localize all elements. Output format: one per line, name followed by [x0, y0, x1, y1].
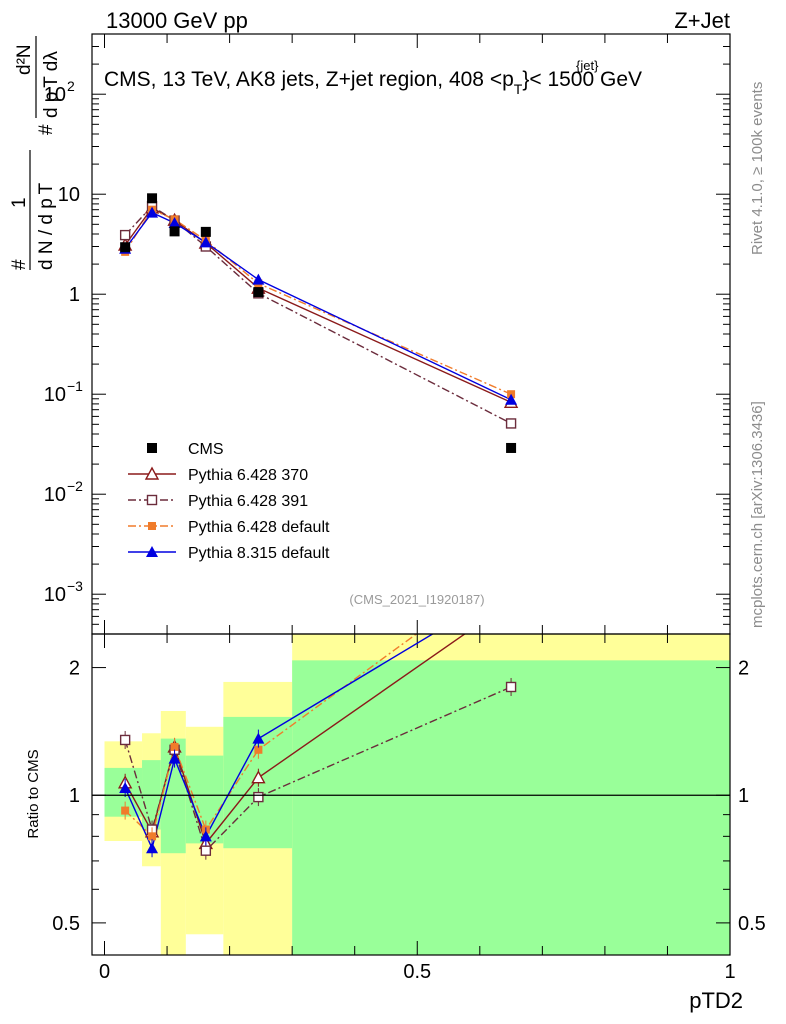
ratio-point-pythia-6-428-391 — [253, 791, 264, 803]
mcplots-credit-label: mcplots.cern.ch [arXiv:1306.3436] — [749, 401, 766, 628]
main-point-cms — [120, 242, 131, 253]
x-tick-label-0: 0 — [99, 961, 110, 983]
ratio-point-pythia-6-428-370 — [251, 770, 266, 784]
ratio-y-tick-label-left-0: 2 — [69, 658, 80, 680]
main-series-markers — [117, 193, 519, 453]
main-point-cms — [200, 226, 211, 237]
ratio-point-pythia-6-428-391 — [505, 681, 517, 693]
main-series-lines — [124, 205, 512, 425]
green-band-5 — [292, 660, 730, 955]
legend-label-pythia-6-428-391: Pythia 6.428 391 — [188, 493, 308, 510]
main-y-tick-label-4: 10 — [44, 484, 66, 506]
ylabel-hash-1: # — [9, 259, 30, 270]
ratio-point-pythia-6-428-391 — [200, 845, 212, 856]
ratio-point-pythia-6-428-default — [254, 745, 263, 754]
main-point-pythia-6-428-391 — [505, 418, 517, 429]
legend-marker-pythia-6-428-391 — [146, 494, 158, 506]
ratio-point-pythia-6-428-default — [170, 742, 179, 751]
legend: CMS Pythia 6.428 370 Pythia 6.428 391 Pythi… — [128, 441, 330, 562]
ratio-y-tick-label-right-1: 1 — [738, 785, 749, 807]
legend-label-pythia-6-428-default: Pythia 6.428 default — [188, 519, 330, 536]
main-y-tick-label-2: 1 — [69, 284, 80, 306]
ratio-y-tick-label-right-2: 0.5 — [738, 913, 766, 935]
main-point-cms — [169, 226, 180, 237]
legend-marker-cms — [147, 443, 157, 453]
ratio-y-tick-label-left-1: 1 — [69, 785, 80, 807]
main-panel-frame — [91, 33, 731, 635]
main-point-cms — [506, 442, 517, 453]
x-axis-label: pTD2 — [689, 988, 743, 1013]
ratio-point-pythia-8-315-default — [199, 830, 212, 842]
main-y-tick-label-3: 10 — [44, 384, 66, 406]
x-tick-label-2: 1 — [724, 961, 735, 983]
main-y-tick-exponent-3: −1 — [67, 378, 83, 394]
ratio-y-tick-label-left-2: 0.5 — [52, 913, 80, 935]
main-point-pythia-8-315-default — [252, 273, 265, 285]
ratio-point-pythia-8-315-default — [119, 782, 132, 794]
main-point-pythia-8-315-default — [505, 393, 518, 405]
ratio-point-pythia-6-428-default — [121, 806, 130, 815]
legend-marker-pythia-6-428-default — [148, 522, 156, 530]
main-point-pythia-8-315-default — [168, 217, 181, 229]
main-line-pythia-8-315-default — [124, 211, 512, 401]
title-end-text: }< 1500 GeV — [522, 68, 642, 91]
main-point-pythia-8-315-default — [199, 236, 212, 248]
ylabel-inverse-denominator: d N / d p T — [36, 182, 57, 270]
title-main-text: CMS, 13 TeV, AK8 jets, Z+jet region, 408… — [104, 68, 514, 91]
ratio-series-markers — [117, 677, 517, 860]
ratio-point-pythia-8-315-default — [168, 752, 181, 764]
title-subscript: T — [514, 81, 523, 97]
uncertainty-bands — [104, 634, 730, 955]
main-point-pythia-6-428-391 — [119, 229, 131, 241]
main-point-pythia-8-315-default — [146, 206, 159, 218]
main-y-tick-exponent-4: −2 — [67, 478, 83, 494]
ylabel-numerator: d²N — [14, 44, 35, 75]
main-y-tick-label-1: 10 — [58, 184, 80, 206]
ratio-point-pythia-8-315-default — [252, 732, 265, 744]
ratio-point-pythia-6-428-391 — [119, 734, 131, 746]
main-line-pythia-6-428-default — [124, 208, 512, 395]
legend-label-pythia-8-315-default: Pythia 8.315 default — [188, 545, 330, 562]
main-point-cms — [253, 287, 264, 298]
ratio-point-pythia-6-428-default — [148, 832, 157, 841]
x-tick-label-1: 0.5 — [403, 961, 431, 983]
main-y-tick-exponent-5: −3 — [67, 578, 83, 594]
main-y-tick-label-0: 10 — [44, 84, 66, 106]
ylabel-inverse-numerator: 1 — [9, 197, 30, 208]
header-energy-label: 13000 GeV pp — [106, 8, 248, 33]
ratio-y-tick-label-right-0: 2 — [738, 658, 749, 680]
header-process-label: Z+Jet — [674, 8, 730, 33]
main-point-cms — [147, 193, 158, 204]
ratio-line-pythia-6-428-391 — [124, 686, 512, 853]
ylabel-denominator: d p T dλ — [41, 51, 62, 118]
ratio-point-pythia-8-315-default — [146, 842, 159, 854]
legend-label-pythia-6-428-370: Pythia 6.428 370 — [188, 467, 308, 484]
title-superscript: {jet} — [576, 58, 599, 73]
rivet-version-label: Rivet 4.1.0, ≥ 100k events — [749, 82, 766, 255]
legend-marker-pythia-6-428-370 — [144, 466, 160, 480]
legend-label-cms: CMS — [188, 441, 224, 458]
main-line-pythia-6-428-370 — [124, 206, 512, 403]
ratio-line-pythia-8-315-default — [124, 634, 434, 851]
analysis-tag: (CMS_2021_I1920187) — [349, 592, 484, 607]
ylabel-hash-2: # — [36, 124, 57, 135]
main-y-tick-exponent-0: 2 — [67, 78, 75, 94]
main-y-tick-label-5: 10 — [44, 584, 66, 606]
main-y-axis-label: # 1 d N / d p T # d²N d p T dλ — [9, 36, 62, 270]
legend-marker-pythia-8-315-default — [146, 546, 158, 557]
ratio-panel-frame — [91, 633, 731, 956]
ratio-y-axis-label: Ratio to CMS — [25, 749, 42, 838]
main-plot-title: CMS, 13 TeV, AK8 jets, Z+jet region, 408… — [104, 68, 642, 97]
